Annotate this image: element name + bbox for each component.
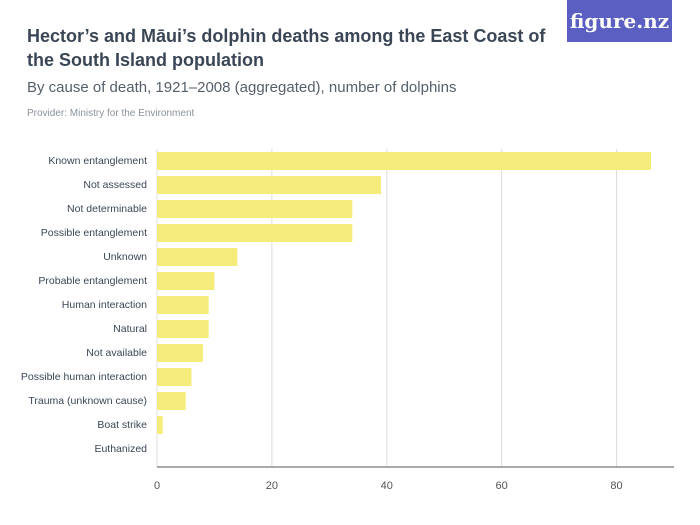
y-tick-label: Not determinable [67, 203, 147, 215]
x-tick-label: 40 [381, 480, 393, 492]
y-tick-label: Unknown [103, 251, 147, 263]
y-tick-label: Probable entanglement [38, 275, 147, 287]
logo[interactable]: figure.nz [567, 0, 672, 42]
bar [157, 272, 215, 290]
y-tick-label: Human interaction [62, 299, 147, 311]
y-tick-label: Possible human interaction [21, 371, 147, 383]
y-tick-label: Not assessed [83, 179, 147, 191]
source: Provider: Ministry for the Environment [27, 108, 195, 119]
x-tick-label: 80 [610, 480, 622, 492]
chart-title: Hector’s and Māui’s dolphin deaths among… [27, 26, 546, 70]
bar [157, 152, 652, 170]
y-tick-label: Possible entanglement [41, 227, 147, 239]
x-tick-label: 0 [154, 480, 160, 492]
x-tick-label: 60 [496, 480, 508, 492]
bar [157, 200, 353, 218]
bar [157, 296, 209, 314]
y-tick-label: Natural [113, 323, 147, 335]
bar [157, 176, 382, 194]
bar [157, 248, 238, 266]
bar [157, 368, 192, 386]
y-tick-label: Known entanglement [48, 155, 147, 167]
bar [157, 344, 203, 362]
y-tick-label: Not available [86, 347, 147, 359]
bar [157, 392, 186, 410]
y-tick-label: Euthanized [94, 443, 147, 455]
x-tick-label: 20 [266, 480, 278, 492]
bar [157, 416, 163, 434]
chart-subtitle: By cause of death, 1921–2008 (aggregated… [27, 79, 457, 96]
y-tick-label: Trauma (unknown cause) [28, 395, 147, 407]
bar [157, 224, 353, 242]
y-tick-label: Boat strike [97, 419, 147, 431]
bar [157, 320, 209, 338]
